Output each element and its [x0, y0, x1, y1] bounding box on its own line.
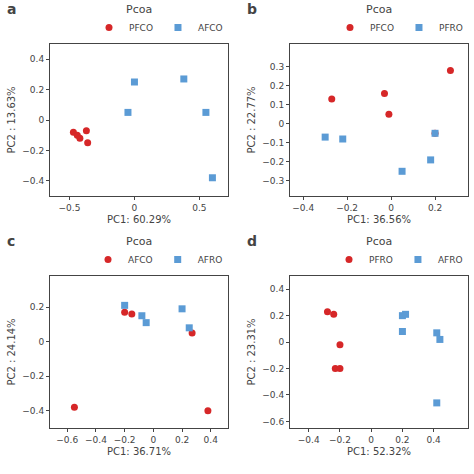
- svg-text:0: 0: [278, 337, 284, 347]
- svg-text:−0.3: −0.3: [262, 176, 284, 186]
- svg-text:PFCO: PFCO: [370, 23, 394, 33]
- svg-text:PC1: 52.32%: PC1: 52.32%: [347, 446, 411, 457]
- svg-text:PC1: 36.56%: PC1: 36.56%: [347, 214, 411, 225]
- svg-text:0: 0: [132, 203, 138, 213]
- svg-text:b: b: [247, 1, 257, 17]
- svg-text:0.4: 0.4: [270, 284, 285, 294]
- svg-text:0.4: 0.4: [426, 435, 441, 445]
- svg-text:c: c: [7, 233, 15, 249]
- svg-text:−0.4: −0.4: [22, 176, 44, 186]
- svg-text:0.2: 0.2: [175, 435, 189, 445]
- svg-text:0: 0: [38, 337, 44, 347]
- svg-text:0: 0: [150, 435, 156, 445]
- svg-text:PC2 : 22.77%: PC2 : 22.77%: [246, 86, 257, 153]
- svg-text:AFCO: AFCO: [128, 255, 153, 265]
- svg-text:d: d: [247, 233, 257, 249]
- svg-text:Pcoa: Pcoa: [366, 3, 392, 16]
- svg-text:0: 0: [388, 203, 394, 213]
- svg-text:Pcoa: Pcoa: [366, 235, 392, 248]
- svg-text:−0.4: −0.4: [262, 390, 284, 400]
- svg-text:AFCO: AFCO: [198, 23, 223, 33]
- svg-text:PC1: 36.71%: PC1: 36.71%: [107, 446, 171, 457]
- svg-text:0: 0: [278, 119, 284, 129]
- svg-text:−0.2: −0.2: [262, 157, 284, 167]
- svg-text:−0.2: −0.2: [262, 364, 284, 374]
- svg-text:0.2: 0.2: [30, 85, 44, 95]
- svg-text:Pcoa: Pcoa: [126, 3, 152, 16]
- svg-text:0.2: 0.2: [428, 203, 442, 213]
- svg-text:PFCO: PFCO: [129, 23, 153, 33]
- svg-text:0.2: 0.2: [30, 302, 44, 312]
- svg-text:−0.2: −0.2: [22, 371, 44, 381]
- svg-text:PFRO: PFRO: [439, 23, 463, 33]
- svg-text:−0.6: −0.6: [56, 435, 78, 445]
- svg-text:0.5: 0.5: [192, 203, 206, 213]
- svg-text:−0.6: −0.6: [262, 417, 284, 427]
- svg-text:−0.4: −0.4: [292, 203, 314, 213]
- svg-text:−0.2: −0.2: [114, 435, 136, 445]
- svg-text:Pcoa: Pcoa: [126, 235, 152, 248]
- svg-text:0.2: 0.2: [270, 311, 284, 321]
- svg-text:−0.2: −0.2: [336, 203, 358, 213]
- svg-text:−0.4: −0.4: [85, 435, 107, 445]
- svg-text:AFRO: AFRO: [198, 255, 223, 265]
- svg-text:−0.4: −0.4: [298, 435, 320, 445]
- svg-text:0.4: 0.4: [204, 435, 219, 445]
- svg-text:−0.2: −0.2: [22, 146, 44, 156]
- svg-text:0.4: 0.4: [30, 54, 45, 64]
- svg-text:PC2 : 23.31%: PC2 : 23.31%: [246, 318, 257, 385]
- svg-text:PC1: 60.29%: PC1: 60.29%: [107, 214, 171, 225]
- svg-text:PC2 : 24.14%: PC2 : 24.14%: [6, 318, 17, 385]
- svg-text:0.1: 0.1: [270, 100, 284, 110]
- svg-text:a: a: [7, 1, 16, 17]
- svg-text:−0.2: −0.2: [329, 435, 351, 445]
- svg-text:−0.1: −0.1: [262, 138, 284, 148]
- svg-text:0.2: 0.2: [270, 81, 284, 91]
- svg-text:−0.4: −0.4: [22, 406, 44, 416]
- svg-text:AFRO: AFRO: [438, 255, 463, 265]
- svg-text:PC2 : 13.63%: PC2 : 13.63%: [6, 86, 17, 153]
- svg-text:0: 0: [368, 435, 374, 445]
- svg-text:PFRO: PFRO: [369, 255, 393, 265]
- svg-text:0: 0: [38, 115, 44, 125]
- svg-text:−0.5: −0.5: [59, 203, 81, 213]
- svg-text:0.3: 0.3: [270, 62, 284, 72]
- svg-text:0.2: 0.2: [395, 435, 409, 445]
